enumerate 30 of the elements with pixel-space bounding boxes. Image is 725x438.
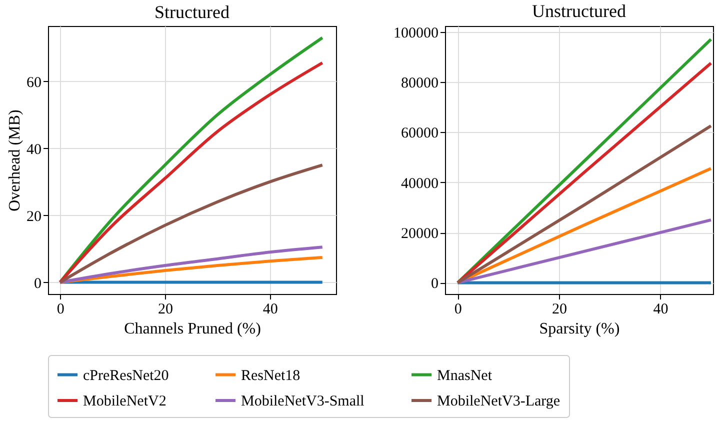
legend-label: ResNet18 bbox=[241, 368, 300, 384]
legend-label: MobileNetV3-Large bbox=[437, 394, 560, 410]
x-tick-label: 40 bbox=[653, 302, 668, 318]
y-tick-label: 20000 bbox=[401, 226, 438, 242]
y-tick-label: 80000 bbox=[401, 75, 438, 92]
line-series bbox=[58, 164, 324, 284]
legend-label: MobileNetV2 bbox=[83, 394, 166, 410]
x-axis-title: Sparsity (%) bbox=[539, 320, 620, 338]
y-tick-label: 0 bbox=[431, 276, 438, 292]
legend-label: MnasNet bbox=[437, 368, 493, 384]
y-tick-label: 40000 bbox=[401, 176, 438, 192]
legend-label: cPreResNet20 bbox=[83, 368, 169, 384]
y-tick-label: 40 bbox=[26, 142, 42, 158]
x-tick-label: 20 bbox=[158, 302, 173, 318]
legend-label: MobileNetV3-Small bbox=[241, 394, 364, 410]
y-tick-label: 100000 bbox=[394, 25, 438, 42]
x-axis-title: Channels Pruned (%) bbox=[124, 320, 261, 338]
chart-title: Structured bbox=[154, 2, 230, 22]
x-tick-label: 0 bbox=[454, 302, 462, 318]
y-tick-label: 60 bbox=[26, 74, 42, 91]
y-axis-title: Overhead (MB) bbox=[6, 110, 24, 212]
x-tick-label: 0 bbox=[56, 302, 64, 318]
y-tick-label: 60000 bbox=[401, 126, 438, 142]
x-tick-label: 20 bbox=[552, 302, 567, 318]
y-tick-label: 20 bbox=[26, 208, 42, 225]
chart-title: Unstructured bbox=[532, 0, 626, 21]
x-tick-label: 40 bbox=[262, 302, 278, 318]
y-tick-label: 0 bbox=[34, 276, 42, 292]
line-series bbox=[58, 256, 324, 284]
line-series bbox=[58, 246, 324, 284]
